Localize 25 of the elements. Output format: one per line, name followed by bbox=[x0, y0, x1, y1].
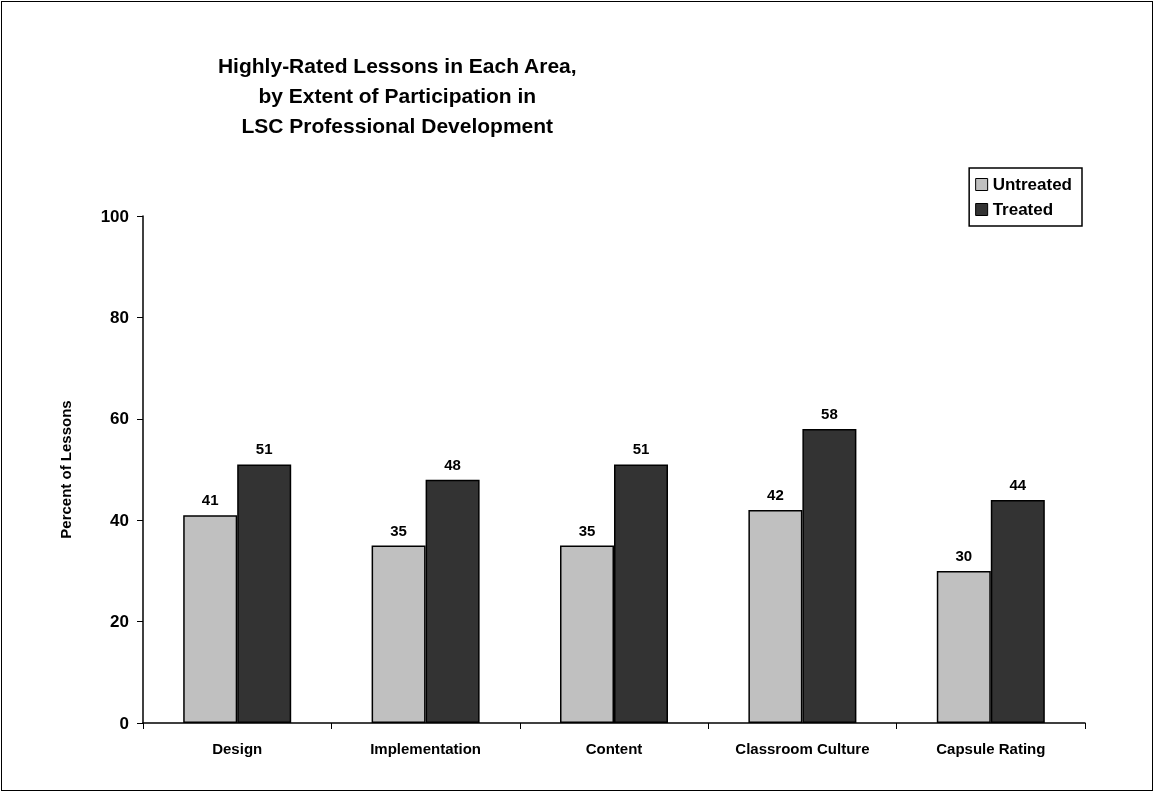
data-label: 44 bbox=[1009, 475, 1027, 493]
data-label: 48 bbox=[444, 455, 461, 473]
x-tick-label: Capsule Rating bbox=[936, 740, 1046, 757]
y-tick-label: 20 bbox=[110, 612, 129, 632]
data-label: 35 bbox=[390, 521, 407, 539]
y-tick-label: 0 bbox=[119, 713, 129, 733]
chart-title: Highly-Rated Lessons in Each Area, by Extent of Participation in LSC Professional Development bbox=[217, 53, 577, 137]
legend-label: Untreated bbox=[992, 175, 1073, 194]
y-tick-label: 60 bbox=[110, 409, 129, 429]
data-label: 30 bbox=[955, 546, 973, 564]
y-tick-label: 80 bbox=[110, 307, 129, 327]
data-label: 58 bbox=[821, 404, 838, 422]
y-tick-label: 40 bbox=[110, 510, 129, 530]
y-axis-title: Percent of Lessons bbox=[57, 400, 74, 539]
x-tick-label: Design bbox=[212, 740, 263, 757]
data-label: 51 bbox=[255, 440, 273, 458]
y-tick-label: 100 bbox=[100, 206, 129, 226]
x-tick-label: Classroom Culture bbox=[735, 740, 870, 757]
data-label: 42 bbox=[767, 486, 784, 504]
legend-label: Treated bbox=[992, 200, 1054, 219]
data-label: 35 bbox=[578, 521, 596, 539]
x-tick-label: Implementation bbox=[370, 740, 482, 757]
data-label: 51 bbox=[632, 440, 650, 458]
data-label: 41 bbox=[201, 491, 219, 509]
x-tick-label: Content bbox=[585, 740, 643, 757]
